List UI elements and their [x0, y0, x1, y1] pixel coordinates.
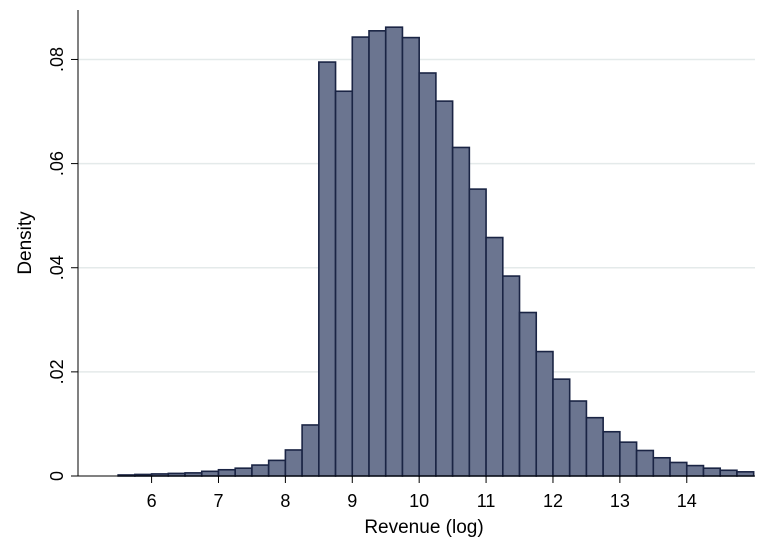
- x-tick-label: 10: [409, 491, 429, 511]
- histogram-bar: [418, 72, 437, 477]
- histogram-bar: [535, 350, 554, 477]
- histogram-bar: [468, 188, 487, 477]
- histogram-bar: [384, 26, 404, 477]
- x-tick-label: 9: [347, 491, 357, 511]
- histogram-bar: [552, 378, 571, 477]
- x-tick-label: 6: [147, 491, 157, 511]
- histogram-bar: [301, 424, 320, 477]
- histogram-bar: [719, 469, 738, 477]
- x-tick-label: 13: [610, 491, 630, 511]
- histogram-bar: [401, 36, 420, 477]
- histogram-bar: [217, 468, 237, 477]
- histogram-bar: [652, 456, 671, 477]
- histogram-bar: [635, 449, 655, 477]
- histogram-bar: [451, 146, 471, 477]
- histogram-bar: [619, 441, 638, 477]
- x-tick-label: 11: [477, 491, 496, 511]
- y-tick-label: .04: [47, 255, 67, 280]
- histogram-bar: [435, 100, 454, 477]
- y-tick-label: .06: [47, 151, 67, 176]
- y-tick-label: .02: [47, 359, 67, 384]
- histogram-bar: [602, 430, 621, 477]
- x-tick-label: 12: [543, 491, 563, 511]
- axes: [77, 10, 755, 477]
- histogram-bar: [585, 416, 604, 477]
- histogram-bar: [702, 467, 722, 477]
- y-axis-title: Density: [15, 211, 36, 275]
- x-tick-label: 8: [280, 491, 290, 511]
- histogram-bar: [251, 464, 270, 477]
- histogram-bar: [736, 471, 755, 477]
- histogram-bar: [368, 30, 387, 477]
- y-axis-ticks: 0 .02 .04 .06 .08: [47, 47, 78, 481]
- histogram-bar: [568, 400, 588, 477]
- histogram-bar: [284, 449, 303, 477]
- y-tick-label: .08: [47, 47, 67, 72]
- y-tick-label: 0: [47, 471, 67, 481]
- histogram-bar: [518, 311, 538, 477]
- histogram-bar: [334, 90, 354, 477]
- x-axis-title: Revenue (log): [364, 517, 483, 538]
- x-tick-label: 14: [677, 491, 697, 511]
- histogram-bar: [685, 464, 705, 477]
- histogram-bar: [234, 467, 253, 477]
- histogram-bar: [485, 236, 504, 477]
- histogram-bar: [501, 275, 521, 477]
- histogram-bars: [117, 26, 755, 477]
- histogram-bar: [200, 470, 220, 477]
- histogram-bar: [351, 36, 370, 477]
- histogram-bar: [318, 61, 337, 477]
- x-tick-label: 7: [213, 491, 223, 511]
- x-axis-ticks: 6 7 8 9 10 11 12 13 14: [147, 476, 697, 511]
- histogram-bar: [267, 459, 287, 477]
- histogram-bar: [669, 461, 688, 477]
